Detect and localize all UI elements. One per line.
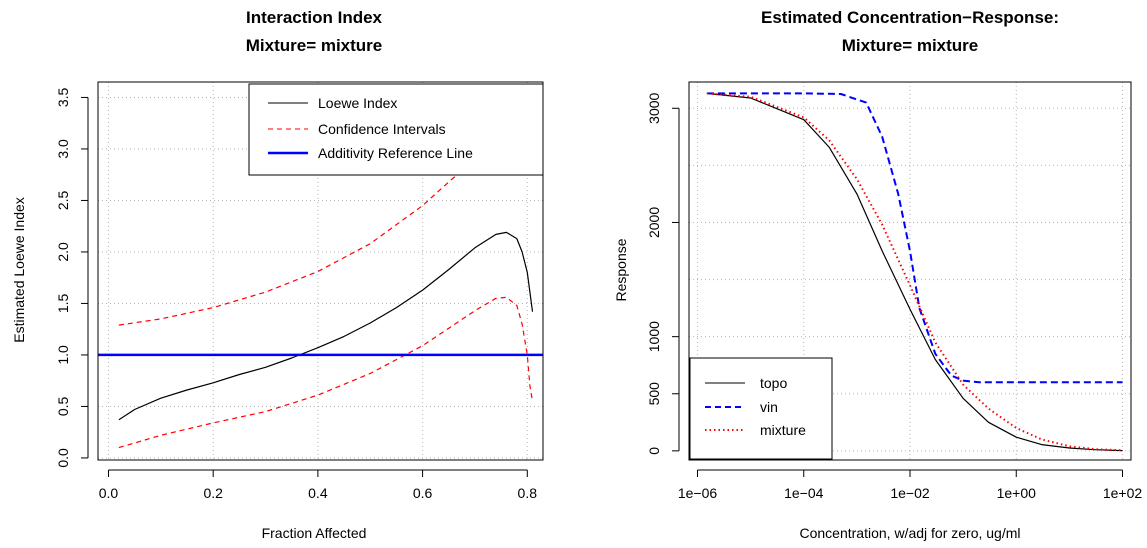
chart-interaction-index: Interaction Index Mixture= mixture 0.0 0.… [11, 8, 543, 541]
series-confidence-intervals-lower [119, 297, 533, 447]
legend-item-topo: topo [760, 375, 787, 391]
y-axis: 0 500 1000 2000 3000 [646, 92, 679, 454]
legend-item-vin: vin [760, 399, 778, 415]
y-tick-label: 500 [646, 382, 662, 406]
x-axis-label: Fraction Affected [262, 525, 367, 541]
y-tick-label: 1000 [646, 321, 662, 352]
chart-title-line1: Interaction Index [246, 8, 383, 27]
x-tick-label: 1e−04 [784, 485, 824, 501]
y-tick-label: 2000 [646, 207, 662, 238]
y-tick-label: 0.5 [55, 397, 71, 417]
legend-item-additivity-reference-line: Additivity Reference Line [318, 145, 473, 161]
y-axis: 0.0 0.5 1.0 1.5 2.0 2.5 3.0 3.5 [55, 88, 88, 468]
x-tick-label: 1e−02 [890, 485, 930, 501]
x-axis: 0.0 0.2 0.4 0.6 0.8 [99, 470, 537, 501]
legend: topo vin mixture [690, 358, 832, 459]
series-vin [707, 93, 1123, 382]
series-loewe-index [119, 232, 533, 419]
y-tick-label: 3.0 [55, 139, 71, 159]
legend: Loewe Index Confidence Intervals Additiv… [249, 84, 543, 175]
x-tick-label: 0.4 [308, 485, 328, 501]
x-tick-label: 1e−06 [678, 485, 718, 501]
y-axis-label: Response [613, 238, 629, 301]
x-tick-label: 1e+02 [1103, 485, 1143, 501]
y-tick-label: 2.0 [55, 242, 71, 262]
x-axis-label: Concentration, w/adj for zero, ug/ml [800, 525, 1021, 541]
x-tick-label: 0.6 [413, 485, 433, 501]
x-tick-label: 0.2 [203, 485, 223, 501]
y-tick-label: 3.5 [55, 88, 71, 108]
y-tick-label: 1.5 [55, 294, 71, 314]
legend-item-confidence-intervals: Confidence Intervals [318, 121, 446, 137]
legend-item-loewe-index: Loewe Index [318, 95, 397, 111]
chart-title-line1: Estimated Concentration−Response: [761, 8, 1059, 27]
legend-item-mixture: mixture [760, 422, 806, 438]
y-axis-label: Estimated Loewe Index [11, 197, 27, 343]
y-tick-label: 3000 [646, 92, 662, 123]
y-tick-label: 1.0 [55, 345, 71, 365]
chart-title-line2: Mixture= mixture [842, 36, 979, 55]
chart-title-line2: Mixture= mixture [246, 36, 383, 55]
x-tick-label: 0.0 [99, 485, 119, 501]
y-tick-label: 0 [646, 447, 662, 455]
y-tick-label: 0.0 [55, 448, 71, 468]
x-tick-label: 1e+00 [997, 485, 1037, 501]
x-axis: 1e−06 1e−04 1e−02 1e+00 1e+02 [678, 470, 1143, 501]
y-tick-label: 2.5 [55, 191, 71, 211]
x-tick-label: 0.8 [518, 485, 538, 501]
chart-concentration-response: Estimated Concentration−Response: Mixtur… [613, 8, 1142, 541]
